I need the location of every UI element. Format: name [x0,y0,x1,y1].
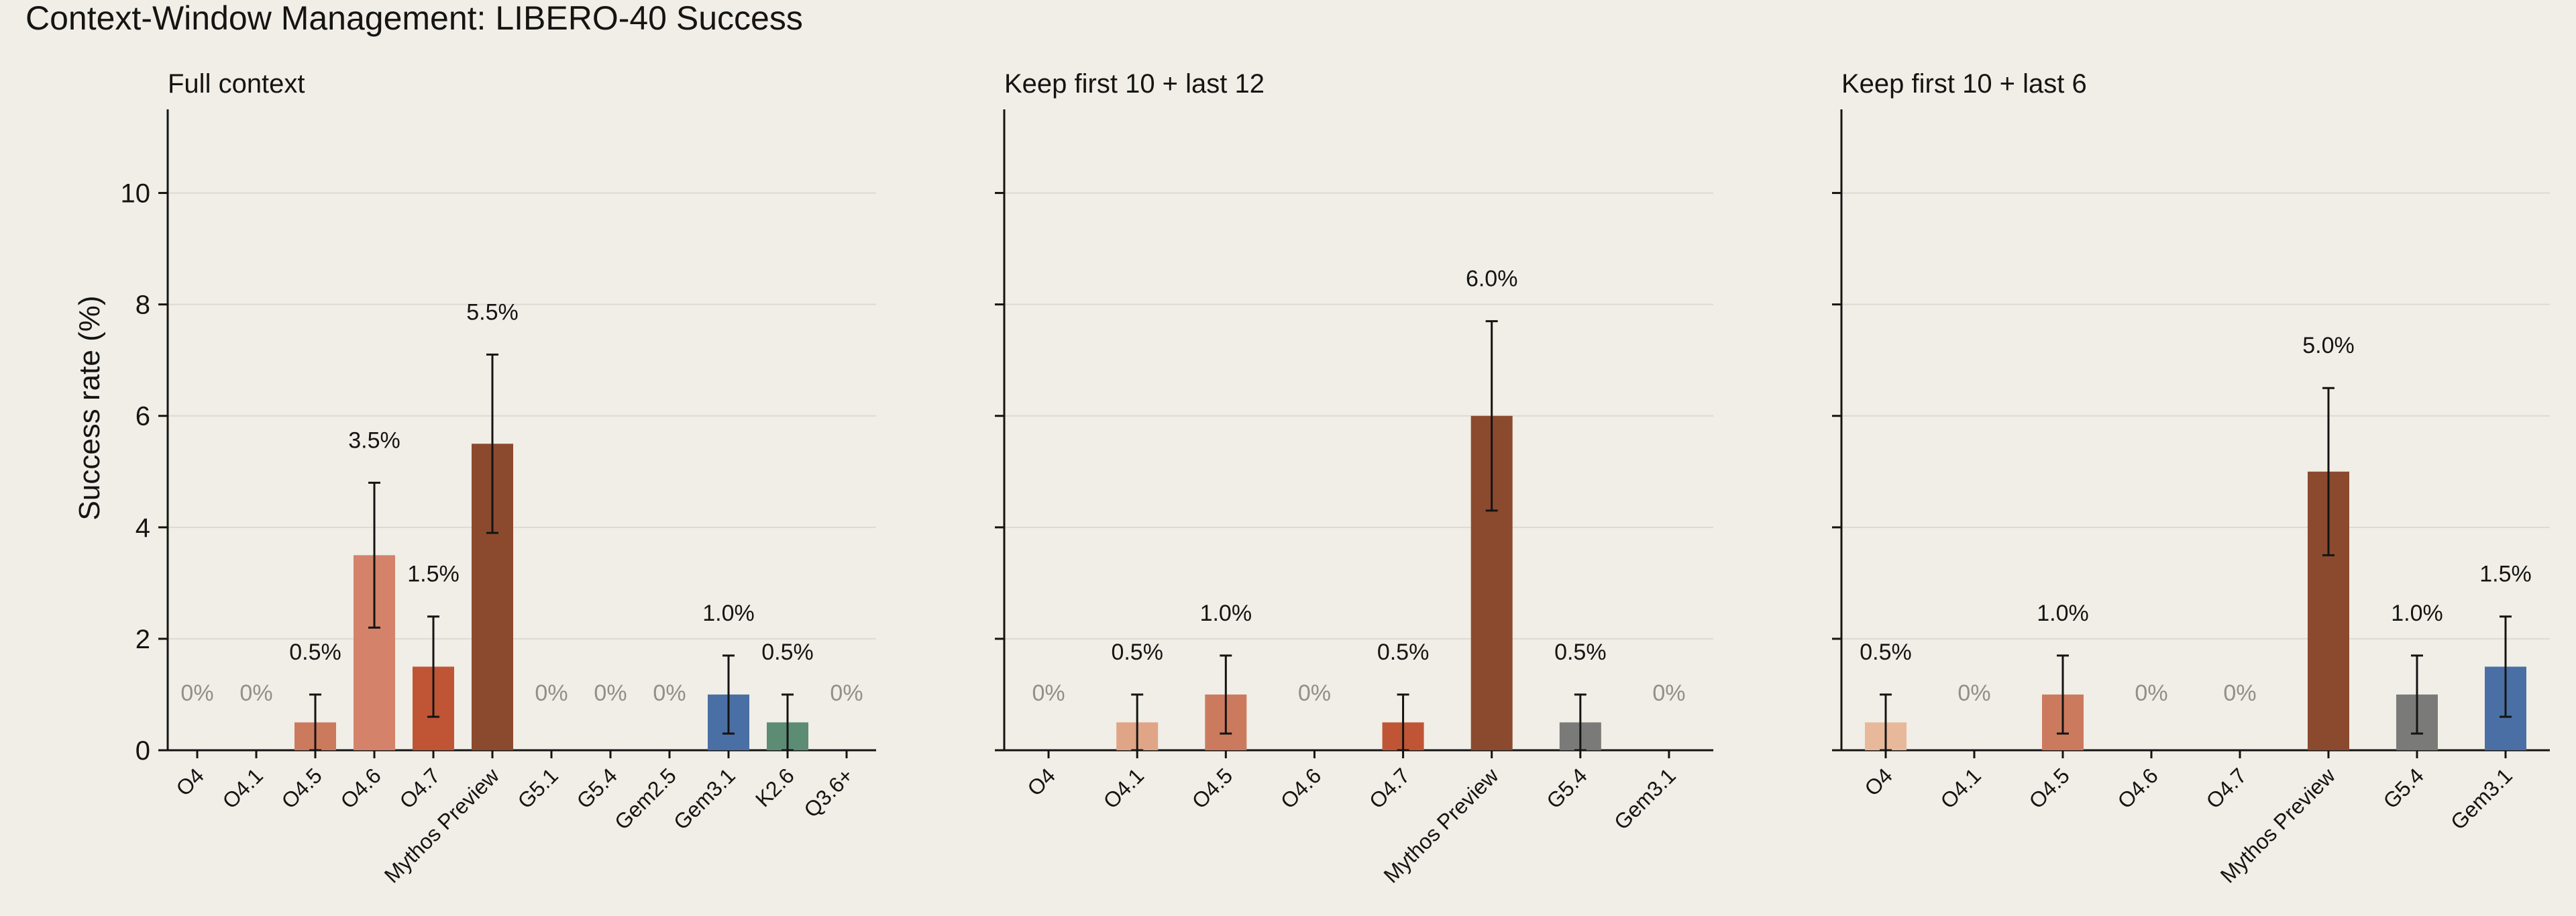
data-label-zero: 0% [180,680,213,706]
x-tick-label: Q3.6+ [799,763,858,822]
y-tick-label: 0 [136,736,150,766]
data-label: 1.0% [702,601,755,626]
data-label-zero: 0% [594,680,627,706]
x-tick-label: G5.4 [2378,763,2428,813]
data-label: 3.5% [348,427,400,453]
data-label: 6.0% [1466,266,1518,292]
data-label: 1.5% [407,562,460,587]
data-label: 0.5% [1111,640,1163,665]
y-tick-label: 4 [136,513,150,543]
data-label: 0.5% [761,640,814,665]
data-label-zero: 0% [1957,680,1990,706]
x-tick-label: Gem2.5 [610,763,681,834]
x-tick-label: O4.7 [1364,763,1415,813]
y-tick-label: 6 [136,402,150,431]
x-tick-label: Gem3.1 [2446,763,2517,834]
panel-title: Keep first 10 + last 12 [1004,69,1265,99]
x-tick-label: G5.4 [572,763,622,813]
panel-keep-first10-last6: Keep first 10 + last 6 0.5% O4 0% O4.1 1.0% O4… [1832,69,2550,888]
x-tick-label: O4.1 [1099,763,1149,813]
panel-title: Full context [168,69,305,99]
data-label: 1.5% [2479,562,2532,587]
x-tick-label: O4.6 [335,763,386,813]
x-tick-label: Gem3.1 [1609,763,1680,834]
panel-full-context: 0 2 4 6 8 10 Full context 0% O4 0% O4.1 0.5% O4.5 3.5… [121,69,876,888]
y-tick-label: 10 [121,179,151,209]
x-tick-label: O4.5 [276,763,327,813]
x-tick-label: O4.7 [394,763,445,813]
x-tick-label: O4.7 [2201,763,2251,813]
x-tick-label: O4.1 [217,763,268,813]
data-label: 1.0% [1200,601,1252,626]
panel-keep-first10-last12: Keep first 10 + last 12 0% O4 0.5% O4.1 1.0% O… [995,69,1713,888]
data-label-zero: 0% [1032,680,1065,706]
data-label: 0.5% [1377,640,1430,665]
data-label-zero: 0% [1652,680,1685,706]
y-tick-label: 8 [136,291,150,320]
y-tick-label: 2 [136,625,150,654]
x-tick-label: O4.6 [2112,763,2163,813]
data-label-zero: 0% [653,680,686,706]
data-label: 1.0% [2037,601,2089,626]
data-label: 0.5% [1554,640,1607,665]
panel-title: Keep first 10 + last 6 [1841,69,2087,99]
data-label-zero: 0% [830,680,863,706]
data-label-zero: 0% [239,680,272,706]
x-tick-label: K2.6 [751,763,799,811]
figure-title: Context-Window Management: LIBERO-40 Suc… [25,0,803,37]
x-tick-label: O4 [1022,763,1060,801]
x-tick-label: O4 [171,763,209,801]
y-axis-label: Success rate (%) [73,296,106,521]
x-tick-label: O4.5 [2024,763,2074,813]
data-label: 5.5% [466,299,519,325]
x-tick-label: G5.4 [1542,763,1592,813]
x-tick-label: G5.1 [513,763,563,813]
data-label: 5.0% [2302,333,2355,358]
x-tick-label: O4.5 [1187,763,1238,813]
data-label-zero: 0% [2223,680,2256,706]
data-label-zero: 0% [1298,680,1331,706]
x-tick-label: O4 [1860,763,1897,801]
x-tick-label: O4.1 [1935,763,1986,813]
data-label: 1.0% [2391,601,2443,626]
x-tick-label: Gem3.1 [669,763,740,834]
data-label: 0.5% [1860,640,1912,665]
data-label-zero: 0% [535,680,568,706]
data-label-zero: 0% [2135,680,2167,706]
data-label: 0.5% [289,640,341,665]
x-tick-label: O4.6 [1276,763,1326,813]
